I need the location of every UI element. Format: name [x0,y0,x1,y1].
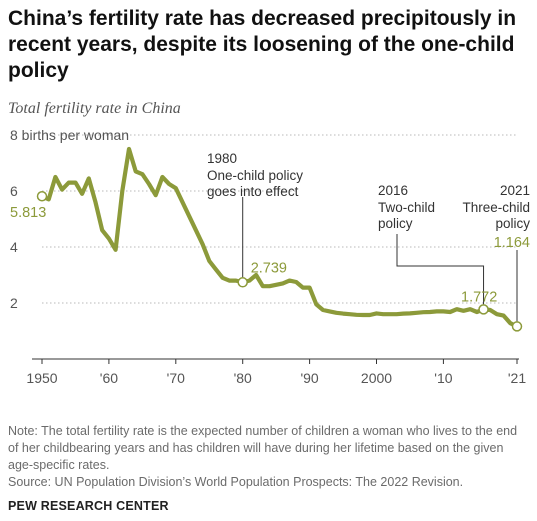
event-label-1980: goes into effect [207,184,299,199]
note-text: Note: The total fertility rate is the ex… [8,424,518,472]
point-2021 [511,321,523,332]
x-axis: 1950 '60 '70 '80 '90 2000 '10 '21 [26,358,526,386]
annotation-points [36,190,523,332]
event-year-1980: 1980 [207,151,237,166]
x-tick-label: '70 [167,370,185,386]
source-text: Source: UN Population Division’s World P… [8,475,464,489]
brand-logo-text: PEW RESEARCH CENTER [8,499,169,513]
x-tick-label: '80 [234,370,252,386]
point-1950 [36,190,48,202]
fertility-rate-line [39,146,520,329]
y-tick-label: 2 [10,295,18,311]
x-tick-label: '60 [100,370,118,386]
grid-lines [42,134,517,304]
value-label-1950: 5.813 [10,205,46,221]
event-year-2016: 2016 [378,183,408,198]
point-2016 [478,304,489,315]
event-label-2016: policy [378,216,413,231]
x-tick-label: '21 [508,370,526,386]
event-label-2016: Two-child [378,200,435,215]
y-axis-ticks: 2 4 6 8 births per woman [10,127,129,311]
point-1980 [237,277,248,288]
event-year-2021: 2021 [500,183,530,198]
x-tick-label: '10 [434,370,452,386]
annotation-leaders [242,189,518,322]
chart-subtitle: Total fertility rate in China [8,100,181,117]
y-tick-label: 6 [10,183,18,199]
fertility-rate-chart: 2 4 6 8 births per woman 1950 '60 '70 '80 '90 20… [10,127,530,386]
x-tick-label: 2000 [361,370,392,386]
value-label-2016: 1.772 [461,289,497,305]
y-tick-label: 8 births per woman [10,127,129,143]
value-label-2021: 1.164 [494,235,530,251]
event-label-2021: Three-child [462,200,530,215]
event-label-2021: policy [495,216,530,231]
chart-notes: Note: The total fertility rate is the ex… [8,423,530,491]
value-label-1980: 2.739 [251,260,287,276]
event-label-1980: One-child policy [207,168,303,183]
leader-2016 [396,234,485,305]
y-tick-label: 4 [10,239,18,255]
x-tick-label: '90 [300,370,318,386]
chart-title: China’s fertility rate has decreased pre… [8,7,517,82]
x-tick-label: 1950 [26,370,57,386]
